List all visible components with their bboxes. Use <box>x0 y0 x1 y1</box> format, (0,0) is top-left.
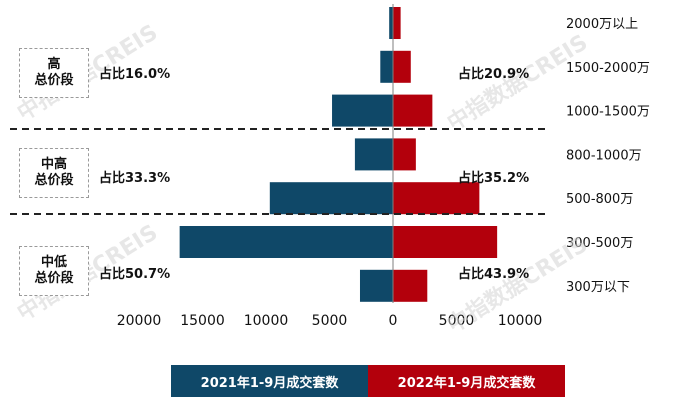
bar-2022-0 <box>393 7 401 39</box>
bar-2021-6 <box>359 269 393 302</box>
x-tick-label: 0 <box>389 313 398 329</box>
category-label: 300-500万 <box>566 236 633 251</box>
share-2022-mid-low: 占比43.9% <box>458 267 530 282</box>
bar-2022-4 <box>393 182 480 215</box>
category-label: 500-800万 <box>566 192 633 207</box>
legend-2021: 2021年1-9月成交套数 <box>171 365 368 397</box>
category-label: 800-1000万 <box>566 148 642 163</box>
x-tick-label: 10000 <box>244 313 289 329</box>
category-label: 2000万以上 <box>566 17 638 32</box>
segment-label-high: 高 总价段 <box>19 48 89 98</box>
share-2022-mid-high: 占比35.2% <box>458 171 530 186</box>
share-2021-mid-low: 占比50.7% <box>99 267 171 282</box>
bar-2021-1 <box>380 50 393 83</box>
bar-2021-4 <box>269 182 393 215</box>
bar-2021-3 <box>354 138 393 171</box>
segment-label-line2: 总价段 <box>34 173 74 188</box>
share-2021-high: 占比16.0% <box>99 67 171 82</box>
segment-label-line1: 中高 <box>40 157 67 173</box>
category-label: 1500-2000万 <box>566 61 650 76</box>
x-tick-label: 15000 <box>180 313 225 329</box>
x-tick-label: 10000 <box>498 313 543 329</box>
segment-label-line1: 中低 <box>40 255 67 271</box>
x-tick-label: 5000 <box>312 313 348 329</box>
x-tick-label: 5000 <box>439 313 475 329</box>
bar-2022-1 <box>393 50 411 83</box>
segment-label-mid-low: 中低 总价段 <box>19 246 89 296</box>
bar-2022-6 <box>393 269 428 302</box>
category-label: 1000-1500万 <box>566 105 650 120</box>
share-2022-high: 占比20.9% <box>458 67 530 82</box>
segment-label-mid-high: 中高 总价段 <box>19 148 89 198</box>
segment-label-line2: 总价段 <box>34 271 74 286</box>
category-label: 300万以下 <box>566 280 630 295</box>
segment-label-line2: 总价段 <box>34 73 74 88</box>
x-tick-label: 20000 <box>117 313 162 329</box>
bar-2022-5 <box>393 226 498 258</box>
bar-2021-5 <box>179 226 393 258</box>
legend-2022: 2022年1-9月成交套数 <box>368 365 565 397</box>
segment-label-line1: 高 <box>47 57 61 73</box>
share-2021-mid-high: 占比33.3% <box>99 171 171 186</box>
bar-2021-2 <box>332 94 393 127</box>
bar-2022-3 <box>393 138 416 171</box>
bar-2022-2 <box>393 94 433 127</box>
bar-2021-0 <box>389 7 393 39</box>
